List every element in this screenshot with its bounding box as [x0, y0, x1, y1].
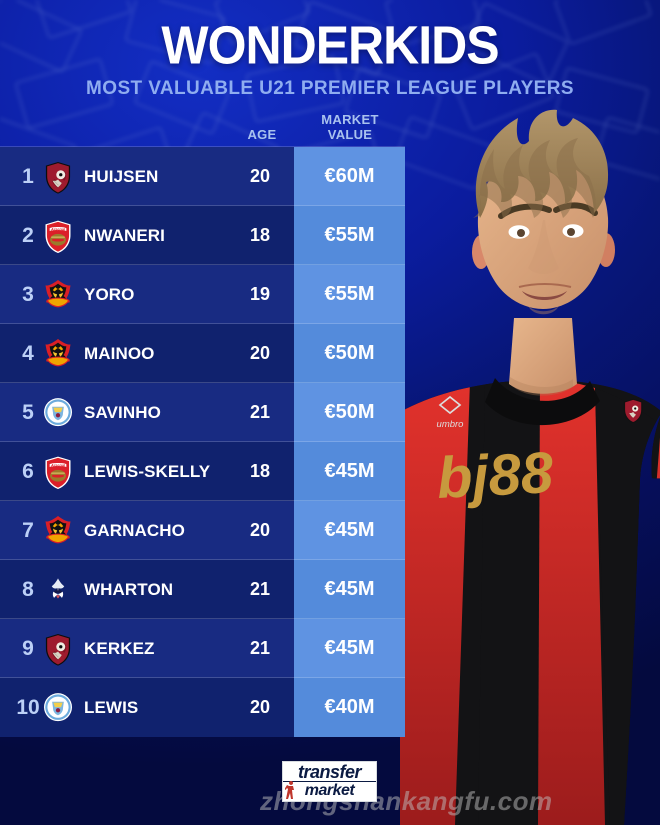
svg-text:bj88: bj88: [435, 440, 555, 511]
svg-text:umbro: umbro: [437, 419, 464, 430]
